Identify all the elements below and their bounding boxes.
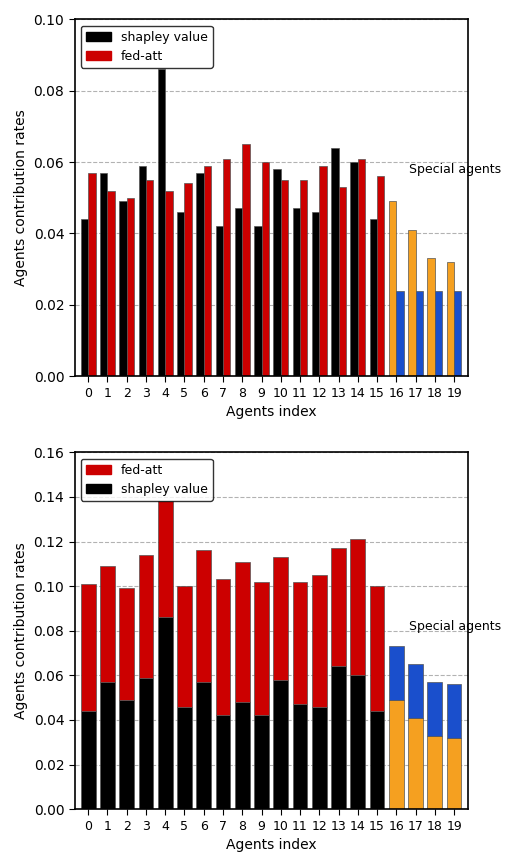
Bar xyxy=(331,667,346,809)
Bar xyxy=(377,177,384,376)
Bar xyxy=(358,158,365,376)
Text: Special agents: Special agents xyxy=(409,620,501,633)
Bar xyxy=(331,548,346,667)
Bar xyxy=(312,212,319,376)
Bar xyxy=(127,197,134,376)
Bar xyxy=(339,187,346,376)
Bar xyxy=(100,173,107,376)
Bar xyxy=(158,617,173,809)
Bar xyxy=(254,715,269,809)
X-axis label: Agents index: Agents index xyxy=(226,838,317,852)
Bar xyxy=(408,664,423,718)
Bar xyxy=(100,566,115,682)
Legend: shapley value, fed-att: shapley value, fed-att xyxy=(81,26,213,68)
Bar xyxy=(216,226,223,376)
Bar xyxy=(428,258,435,376)
Bar xyxy=(428,735,442,809)
Bar xyxy=(242,145,250,376)
Bar xyxy=(196,682,211,809)
Bar xyxy=(216,715,230,809)
Bar xyxy=(370,586,384,711)
Bar xyxy=(235,209,242,376)
Bar xyxy=(158,69,165,376)
Bar xyxy=(415,290,423,376)
Bar xyxy=(139,677,153,809)
Bar xyxy=(292,704,307,809)
Bar xyxy=(216,579,230,715)
Bar xyxy=(300,180,307,376)
Bar xyxy=(312,575,326,707)
Bar xyxy=(447,684,462,738)
Bar xyxy=(408,718,423,809)
Text: Special agents: Special agents xyxy=(409,163,501,176)
Bar xyxy=(139,555,153,677)
Bar xyxy=(196,173,204,376)
Bar xyxy=(119,700,134,809)
Bar xyxy=(273,557,288,680)
Bar xyxy=(204,165,211,376)
Bar xyxy=(351,540,365,675)
Bar xyxy=(185,184,192,376)
Y-axis label: Agents contribution rates: Agents contribution rates xyxy=(14,109,28,286)
Bar xyxy=(139,165,146,376)
Bar xyxy=(319,165,326,376)
Bar xyxy=(389,646,403,700)
Bar xyxy=(273,169,281,376)
Bar xyxy=(262,162,269,376)
Bar xyxy=(351,675,365,809)
Bar xyxy=(454,290,462,376)
Bar xyxy=(177,586,192,707)
Legend: fed-att, shapley value: fed-att, shapley value xyxy=(81,459,213,501)
Bar xyxy=(146,180,153,376)
Bar xyxy=(292,582,307,704)
Bar xyxy=(107,191,115,376)
Bar xyxy=(292,209,300,376)
Bar xyxy=(273,680,288,809)
Y-axis label: Agents contribution rates: Agents contribution rates xyxy=(14,542,28,719)
Bar xyxy=(435,290,442,376)
Bar xyxy=(88,173,96,376)
Bar xyxy=(370,219,377,376)
Bar xyxy=(447,262,454,376)
Bar xyxy=(235,702,250,809)
Bar xyxy=(81,219,88,376)
Bar xyxy=(100,682,115,809)
Bar xyxy=(331,148,339,376)
Bar xyxy=(396,290,403,376)
Bar xyxy=(223,158,230,376)
Bar xyxy=(312,707,326,809)
Bar xyxy=(177,707,192,809)
Bar xyxy=(81,584,96,711)
Bar xyxy=(447,738,462,809)
Bar xyxy=(281,180,288,376)
Bar xyxy=(177,212,185,376)
Bar xyxy=(235,562,250,702)
Bar xyxy=(389,700,403,809)
Bar xyxy=(370,711,384,809)
Bar xyxy=(408,229,415,376)
X-axis label: Agents index: Agents index xyxy=(226,405,317,419)
Bar xyxy=(81,711,96,809)
Bar xyxy=(254,582,269,715)
Bar xyxy=(119,588,134,700)
Bar xyxy=(428,682,442,735)
Bar xyxy=(165,191,173,376)
Bar xyxy=(119,201,127,376)
Bar xyxy=(254,226,262,376)
Bar xyxy=(389,201,396,376)
Bar xyxy=(196,551,211,682)
Bar xyxy=(158,501,173,617)
Bar xyxy=(351,162,358,376)
